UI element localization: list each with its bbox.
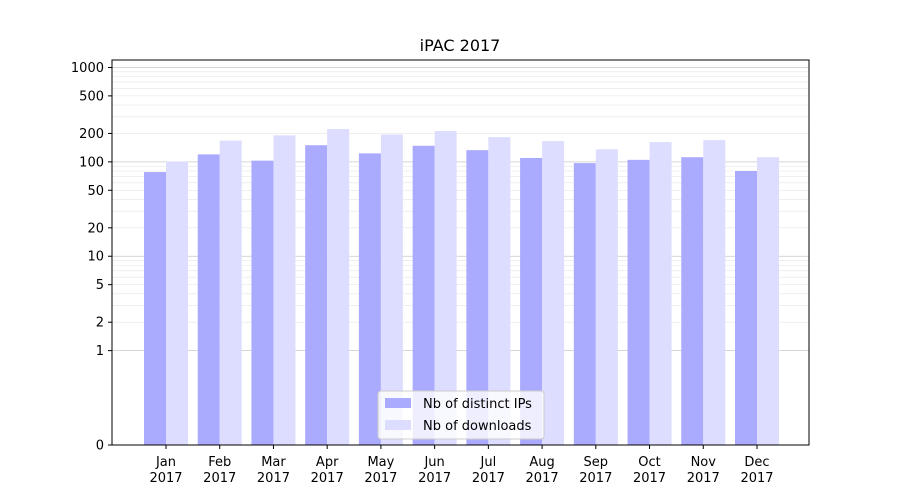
x-tick-label-month: Nov — [691, 455, 717, 470]
bar-downloads — [488, 137, 511, 446]
bar-distinct-ips — [466, 150, 489, 445]
y-tick-label: 0 — [96, 439, 104, 454]
x-tick-label-year: 2017 — [579, 471, 612, 486]
bars — [144, 128, 779, 446]
bar-distinct-ips — [251, 160, 274, 445]
bar-distinct-ips — [197, 154, 220, 445]
bar-distinct-ips — [412, 145, 435, 446]
bar-downloads — [327, 128, 350, 446]
bar-downloads — [757, 157, 779, 446]
x-tick-label-month: Oct — [638, 455, 660, 470]
x-tick-label-month: Jul — [480, 455, 497, 470]
y-axis: 0 1 2 5 10 20 50 100 200 500 1000 — [71, 61, 112, 454]
x-tick-label-month: Jun — [423, 455, 444, 470]
x-tick-label-month: Dec — [744, 455, 769, 470]
bar-downloads — [273, 135, 296, 445]
bar-downloads — [166, 161, 188, 445]
bar-distinct-ips — [305, 145, 328, 445]
legend-label-distinct-ips: Nb of distinct IPs — [423, 397, 532, 412]
plot-area-frame — [111, 59, 810, 446]
x-tick-label-year: 2017 — [364, 471, 397, 486]
y-tick-label: 50 — [87, 184, 104, 199]
bar-distinct-ips — [358, 153, 381, 445]
legend-swatch-downloads — [385, 420, 411, 430]
legend: Nb of distinct IPs Nb of downloads — [377, 390, 545, 440]
y-tick-label: 10 — [87, 250, 104, 265]
legend-swatch-distinct-ips — [385, 398, 411, 408]
bar-downloads — [542, 141, 565, 446]
x-tick-label-year: 2017 — [526, 471, 559, 486]
x-tick-label-year: 2017 — [257, 471, 290, 486]
y-tick-label: 2 — [96, 316, 104, 331]
x-tick-label-month: Apr — [316, 455, 339, 470]
x-tick-label-month: Mar — [261, 455, 286, 470]
y-tick-label: 200 — [79, 127, 104, 142]
x-tick-label-month: Sep — [584, 455, 609, 470]
x-tick-label-year: 2017 — [472, 471, 505, 486]
x-tick-label-month: Jan — [155, 455, 176, 470]
bar-distinct-ips — [520, 157, 543, 445]
legend-frame — [377, 390, 545, 440]
x-tick-label-year: 2017 — [740, 471, 773, 486]
bar-distinct-ips — [627, 159, 650, 446]
y-tick-label: 1 — [96, 344, 104, 359]
y-tick-label: 500 — [79, 89, 104, 104]
chart-title: iPAC 2017 — [420, 36, 501, 55]
y-tick-label: 1000 — [71, 61, 104, 76]
x-tick-label-month: Aug — [529, 455, 554, 470]
y-tick-label: 100 — [79, 155, 104, 170]
bar-downloads — [219, 140, 242, 445]
y-tick-label: 5 — [96, 278, 104, 293]
x-tick-label-year: 2017 — [687, 471, 720, 486]
x-tick-label-year: 2017 — [633, 471, 666, 486]
bar-downloads — [434, 131, 457, 445]
bar-distinct-ips — [735, 171, 757, 446]
y-tick-label: 20 — [87, 221, 104, 236]
x-tick-label-year: 2017 — [418, 471, 451, 486]
legend-label-downloads: Nb of downloads — [423, 419, 532, 434]
x-tick-label-year: 2017 — [311, 471, 344, 486]
bar-downloads — [380, 134, 403, 445]
bar-distinct-ips — [144, 172, 166, 445]
bar-distinct-ips — [681, 157, 704, 446]
bar-downloads — [703, 140, 726, 445]
x-tick-label-month: May — [367, 455, 394, 470]
x-tick-label-year: 2017 — [203, 471, 236, 486]
x-axis: Jan2017Feb2017Mar2017Apr2017May2017Jun20… — [149, 445, 774, 486]
x-tick-label-year: 2017 — [149, 471, 182, 486]
bar-downloads — [595, 149, 618, 445]
bar-distinct-ips — [573, 163, 596, 445]
x-tick-label-month: Feb — [208, 455, 231, 470]
bar-downloads — [649, 142, 672, 445]
